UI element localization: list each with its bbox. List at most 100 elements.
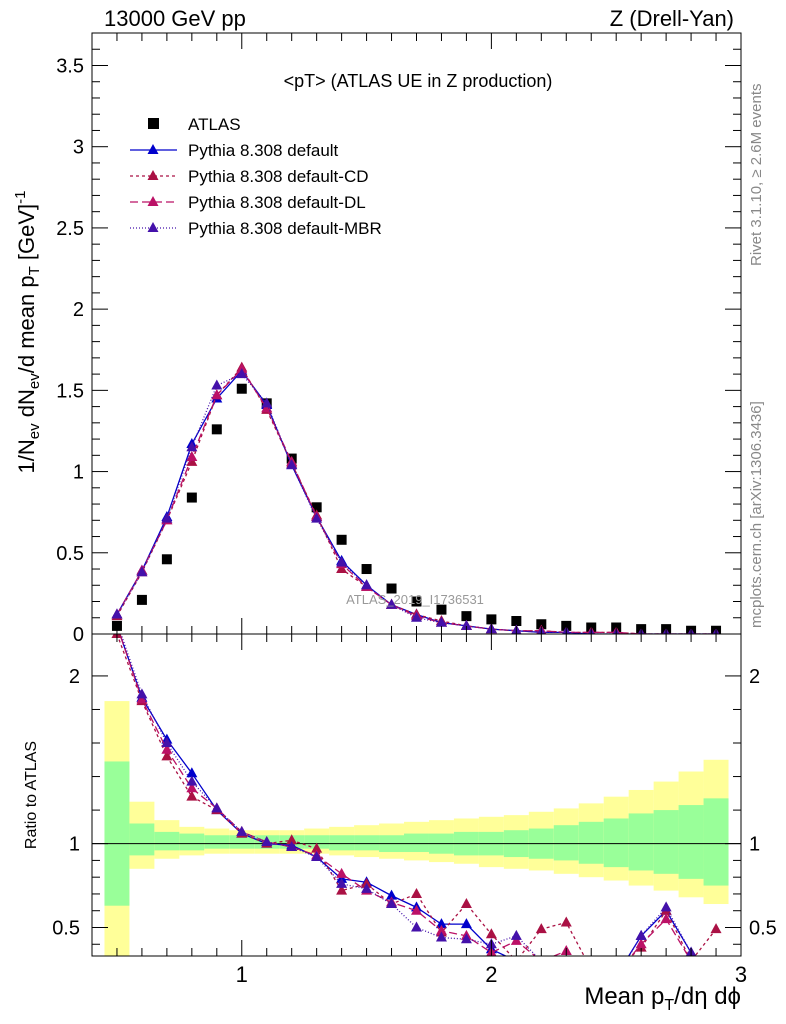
ratio-series-point-2 xyxy=(690,955,692,956)
atlas-data-point xyxy=(411,596,422,607)
ratio-series-point-3 xyxy=(186,775,198,786)
main-series-point-4 xyxy=(460,619,472,630)
ratio-series-point-2 xyxy=(186,782,198,793)
ratio-series-point-3 xyxy=(510,929,522,940)
atlas-data-point xyxy=(536,619,547,630)
ratio-series-point-1 xyxy=(710,923,722,934)
ratio-series-point-2 xyxy=(336,867,348,878)
ratio-series-point-0 xyxy=(611,970,622,980)
legend-label-4: Pythia 8.308 default-MBR xyxy=(188,219,382,238)
ratio-series-point-1 xyxy=(535,923,547,934)
ratio-series-point-1 xyxy=(485,928,497,939)
ratio-series-point-3 xyxy=(261,835,273,846)
ratio-series-point-0 xyxy=(460,918,472,929)
ratio-band-green xyxy=(204,835,230,849)
ratio-series-point-0 xyxy=(565,955,567,956)
ratio-band-green xyxy=(628,813,654,871)
ratio-band-green xyxy=(179,833,205,851)
atlas-data-point xyxy=(161,554,172,565)
atlas-data-point xyxy=(561,620,572,631)
main-y-tick-label: 0 xyxy=(73,624,84,646)
main-series-point-4 xyxy=(211,379,223,390)
x-tick-label: 2 xyxy=(485,962,497,987)
atlas-data-point xyxy=(211,424,222,435)
x-tick-label: 3 xyxy=(735,962,747,987)
ratio-band-green xyxy=(404,833,429,853)
ratio-band-green xyxy=(678,805,704,879)
main-y-tick-label: 3 xyxy=(73,137,84,159)
main-series-point-4 xyxy=(111,608,123,619)
ratio-band-green xyxy=(304,835,330,849)
ratio-series-point-2 xyxy=(635,938,647,949)
atlas-data-point xyxy=(511,616,522,627)
ratio-series-point-3 xyxy=(561,963,572,973)
atlas-data-point xyxy=(361,564,372,575)
ratio-y-tick-label-left: 1 xyxy=(69,834,80,856)
analysis-watermark: ATLAS_2019_I1736531 xyxy=(346,592,484,607)
header-left-label: 13000 GeV pp xyxy=(104,6,246,31)
main-y-tick-label: 1 xyxy=(73,462,84,484)
atlas-data-point xyxy=(311,502,322,513)
ratio-series-point-0 xyxy=(586,963,597,973)
ratio-series-point-3 xyxy=(211,802,223,813)
main-series-point-3 xyxy=(186,450,198,461)
header-right-label: Z (Drell-Yan) xyxy=(609,6,734,31)
ratio-band-green xyxy=(229,835,255,849)
ratio-series-point-3 xyxy=(136,688,148,699)
ratio-y-tick-label-right: 1 xyxy=(749,834,760,856)
main-series-point-4 xyxy=(186,441,198,452)
ratio-series-point-0 xyxy=(336,872,348,883)
x-axis-label: Mean pT/dη dϕ xyxy=(584,983,741,1014)
main-series-point-4 xyxy=(136,566,148,577)
ratio-series-point-0 xyxy=(186,767,198,778)
main-y-tick-label: 3.5 xyxy=(56,55,84,77)
main-series-point-4 xyxy=(336,556,348,567)
main-series-point-4 xyxy=(261,397,273,408)
legend-label-1: Pythia 8.308 default xyxy=(188,141,339,160)
atlas-data-point xyxy=(336,534,347,545)
ratio-series-point-1 xyxy=(611,963,622,973)
main-series-point-4 xyxy=(361,579,373,590)
ratio-series-point-3 xyxy=(286,840,298,851)
atlas-data-point xyxy=(436,604,447,615)
main-series-point-4 xyxy=(236,368,248,379)
main-series-point-3 xyxy=(211,389,223,400)
ratio-band-green xyxy=(703,798,729,886)
ratio-series-point-1 xyxy=(286,834,298,845)
ratio-series-point-2 xyxy=(660,913,672,924)
ratio-y-tick-label-left: 0.5 xyxy=(52,917,80,939)
ratio-series-point-1 xyxy=(361,877,373,888)
ratio-series-point-2 xyxy=(540,955,542,956)
ratio-y-tick-label-right: 2 xyxy=(749,666,760,688)
ratio-y-axis-label: Ratio to ATLAS xyxy=(23,741,40,849)
ratio-series-point-1 xyxy=(690,955,692,956)
ratio-series-point-3 xyxy=(586,968,597,978)
atlas-data-point xyxy=(111,620,122,631)
ratio-series-point-3 xyxy=(435,931,447,942)
plot-title: <pT> (ATLAS UE in Z production) xyxy=(284,71,553,91)
ratio-series-point-3 xyxy=(460,933,472,944)
ratio-series-point-2 xyxy=(711,963,722,973)
atlas-data-point xyxy=(386,583,397,594)
atlas-data-point xyxy=(186,492,197,503)
legend-label-2: Pythia 8.308 default-CD xyxy=(188,167,369,186)
ratio-series-point-2 xyxy=(161,743,173,754)
ratio-series-point-3 xyxy=(161,737,173,748)
ratio-series-point-3 xyxy=(411,921,422,932)
legend-marker-atlas xyxy=(148,118,159,129)
main-series-point-4 xyxy=(411,611,422,622)
main-y-tick-label: 2 xyxy=(73,299,84,321)
ratio-series-point-1 xyxy=(161,750,173,761)
x-tick-label: 1 xyxy=(236,962,248,987)
ratio-series-point-2 xyxy=(586,963,597,973)
ratio-y-tick-label-left: 2 xyxy=(69,666,80,688)
main-y-tick-label: 1.5 xyxy=(56,380,84,402)
ratio-series-point-3 xyxy=(611,972,622,982)
ratio-band-green xyxy=(329,835,355,851)
atlas-data-point xyxy=(136,594,147,605)
ratio-series-point-1 xyxy=(460,898,472,909)
ratio-y-tick-label-right: 0.5 xyxy=(749,917,777,939)
main-y-axis-label: 1/Nev dNev/d mean pT [GeV]-1 xyxy=(12,191,43,474)
legend-marker-3 xyxy=(147,196,159,206)
